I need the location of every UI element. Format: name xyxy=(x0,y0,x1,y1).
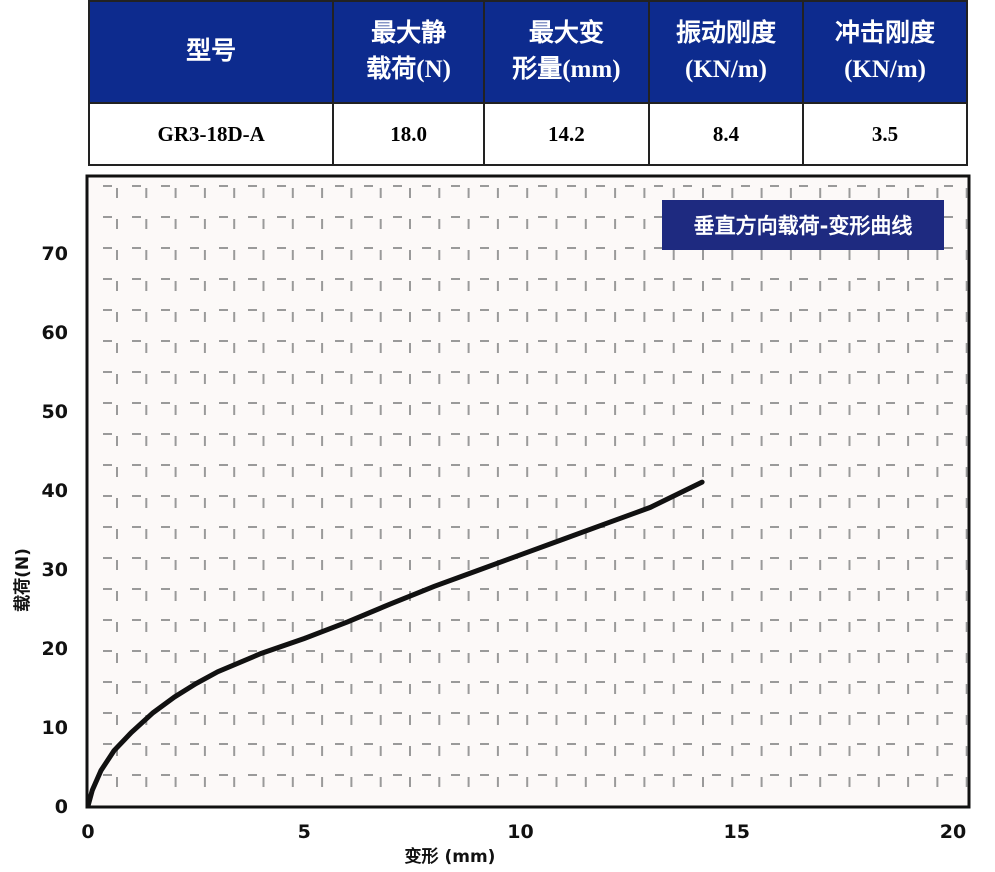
header-text: 形量(mm) xyxy=(512,56,621,83)
chart-title: 垂直方向载荷-变形曲线 xyxy=(694,214,913,238)
table-row: GR3-18D-A 18.0 14.2 8.4 3.5 xyxy=(87,102,968,166)
table-cell: 8.4 xyxy=(647,102,805,166)
table-header-row: 型号 最大静 载荷(N) 最大变 形量(mm) 振动刚度 (KN/m) 冲击刚度 (KN/m) xyxy=(87,0,968,104)
table-header-cell: 最大变形量(mm) xyxy=(482,0,650,104)
x-tick-label: 10 xyxy=(507,821,533,843)
header-text: 振动刚度 xyxy=(675,20,776,47)
y-tick-label: 50 xyxy=(42,401,68,423)
table-cell: GR3-18D-A xyxy=(87,102,335,166)
table-cell: 14.2 xyxy=(482,102,650,166)
y-axis-ticks: 0 10 20 30 40 50 60 70 xyxy=(42,243,68,818)
x-axis-ticks: 0 5 10 15 20 xyxy=(81,821,966,843)
x-tick-label: 5 xyxy=(298,821,311,843)
table-header-cell: 型号 xyxy=(87,0,335,104)
x-tick-label: 20 xyxy=(940,821,966,843)
header-text: (KN/m) xyxy=(685,56,767,83)
legend-box xyxy=(662,200,944,250)
header-text: 载荷(N) xyxy=(366,56,451,83)
y-tick-label: 0 xyxy=(55,796,68,818)
x-axis-label: 变形 (mm) xyxy=(405,846,496,867)
y-tick-label: 40 xyxy=(42,480,68,502)
table-header-cell: 冲击刚度 (KN/m) xyxy=(802,0,968,104)
header-text: 冲击刚度 xyxy=(835,20,936,47)
x-tick-label: 15 xyxy=(724,821,750,843)
y-tick-label: 30 xyxy=(42,559,68,581)
header-text: 型号 xyxy=(186,38,237,65)
y-tick-label: 70 xyxy=(42,243,68,265)
y-tick-label: 60 xyxy=(42,322,68,344)
table-cell: 3.5 xyxy=(802,102,968,166)
y-tick-label: 10 xyxy=(42,717,68,739)
spec-table: 型号 最大静 载荷(N) 最大变 形量(mm) 振动刚度 (KN/m) 冲击刚度 (KN/m) … xyxy=(87,0,968,166)
x-tick-label: 0 xyxy=(81,821,94,843)
table-cell: 18.0 xyxy=(332,102,485,166)
series-line xyxy=(85,479,705,809)
header-text: (KN/m) xyxy=(844,56,926,83)
table-header-cell: 最大静载荷(N) xyxy=(332,0,485,104)
header-text: 最大静 xyxy=(371,20,447,47)
grid xyxy=(90,180,968,806)
y-tick-label: 20 xyxy=(42,638,68,660)
table-header-cell: 振动刚度 (KN/m) xyxy=(647,0,805,104)
y-axis-label: 载荷(N) xyxy=(12,548,33,612)
header-text: 最大变 xyxy=(528,20,604,47)
